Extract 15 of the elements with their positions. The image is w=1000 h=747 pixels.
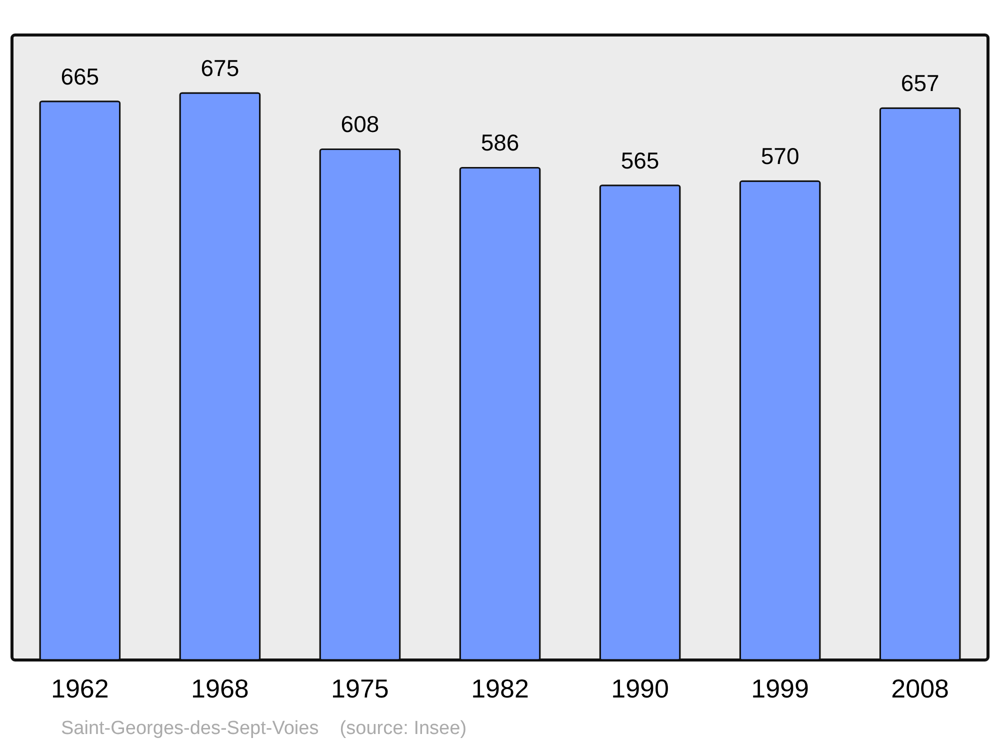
data-label: 570 [760,143,800,170]
x-tick-label: 1962 [50,674,109,704]
data-label: 565 [620,147,660,174]
data-label: 657 [900,70,940,96]
data-label: 608 [340,111,380,138]
data-label: 675 [200,54,240,81]
x-tick-label: 1999 [751,674,809,704]
text: Saint-Georges-des-Sept-Voies (source: Insee) [61,718,467,740]
x-tick-label: 2008 [891,674,950,704]
x-tick-label: 1982 [471,674,529,704]
x-tick-label: 1968 [191,674,249,704]
x-tick-label: 1975 [331,674,389,704]
data-label: 665 [60,63,100,90]
data-label: 586 [480,130,520,156]
x-tick-label: 1990 [611,674,669,704]
